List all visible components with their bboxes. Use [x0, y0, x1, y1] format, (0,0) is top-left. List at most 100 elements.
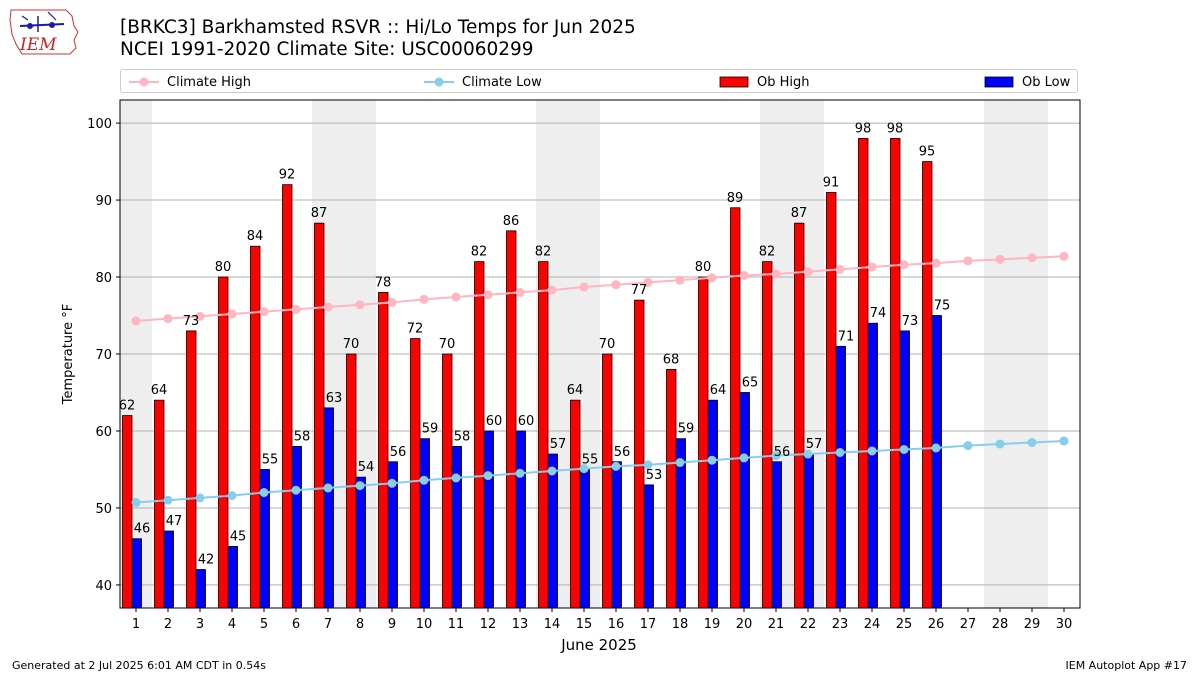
ob-high-label: 70 [439, 337, 456, 352]
ob-high-label: 87 [791, 206, 808, 221]
ob-low-bar [803, 453, 814, 609]
climate-high-point [131, 316, 141, 326]
ob-high-label: 84 [247, 229, 264, 244]
ob-high-bar [250, 245, 261, 609]
ob-low-bar [739, 392, 750, 609]
ob-high-bar [858, 138, 869, 609]
ob-low-label: 46 [134, 522, 151, 537]
ob-high-bar [538, 261, 549, 609]
climate-high-point [483, 290, 493, 300]
climate-high-point [867, 262, 877, 272]
climate-high-point [451, 292, 461, 302]
ob-high-bar [154, 399, 165, 609]
climate-high-point [803, 267, 813, 277]
ob-low-label: 54 [358, 460, 375, 475]
x-tick-label: 3 [196, 617, 204, 632]
ob-low-bar [835, 345, 846, 609]
y-tick-label: 40 [95, 579, 112, 594]
ob-high-bar [314, 222, 325, 609]
ob-low-label: 64 [710, 383, 727, 398]
ob-high-label: 73 [183, 314, 200, 329]
x-tick-label: 18 [672, 617, 689, 632]
x-tick-label: 19 [704, 617, 721, 632]
x-tick-label: 28 [992, 617, 1009, 632]
x-tick-label: 8 [356, 617, 364, 632]
ob-high-label: 91 [823, 175, 840, 190]
ob-low-bar [931, 315, 942, 609]
ob-low-label: 57 [550, 437, 567, 452]
climate-low-point [1059, 436, 1069, 446]
ob-low-label: 47 [166, 514, 183, 529]
ob-low-label: 73 [902, 314, 919, 329]
ob-low-bar [771, 461, 782, 609]
x-tick-label: 27 [960, 617, 977, 632]
climate-low-point [867, 446, 877, 456]
climate-high-point [547, 285, 557, 295]
ob-high-label: 82 [471, 245, 488, 260]
ob-low-bar [163, 530, 174, 609]
ob-low-label: 59 [422, 422, 439, 437]
ob-low-bar [611, 461, 622, 609]
ob-high-bar [762, 261, 773, 609]
climate-low-point [387, 478, 397, 488]
plot-frame [119, 99, 1081, 609]
climate-low-point [1027, 438, 1037, 448]
ob-high-bar [346, 353, 357, 609]
ob-low-bar [355, 476, 366, 609]
x-tick-label: 10 [416, 617, 433, 632]
ob-high-bar [442, 353, 453, 609]
climate-low-point [483, 471, 493, 481]
ob-low-swatch-icon [984, 76, 1014, 88]
ob-low-bar [227, 546, 238, 609]
climate-low-point [323, 483, 333, 493]
ob-high-label: 80 [695, 260, 712, 275]
x-tick-label: 29 [1024, 617, 1041, 632]
climate-high-point [419, 294, 429, 304]
climate-high-point [739, 270, 749, 280]
legend-climate-high-label: Climate High [167, 74, 252, 90]
climate-high-point [195, 311, 205, 321]
ob-high-label: 86 [503, 214, 520, 229]
ob-high-label: 82 [535, 245, 552, 260]
climate-high-point [515, 287, 525, 297]
climate-low-point [963, 441, 973, 451]
y-axis-label: Temperature °F [61, 304, 76, 405]
x-tick-label: 26 [928, 617, 945, 632]
climate-low-point [515, 468, 525, 478]
ob-low-label: 55 [582, 452, 599, 467]
ob-high-bar [282, 184, 293, 609]
ob-low-label: 60 [518, 414, 535, 429]
x-tick-label: 9 [388, 617, 396, 632]
ob-high-label: 70 [343, 337, 360, 352]
climate-low-point [131, 498, 141, 508]
climate-high-line [135, 255, 1065, 322]
climate-low-point [195, 493, 205, 503]
climate-low-point [355, 481, 365, 491]
climate-high-point [163, 314, 173, 324]
climate-low-point [547, 466, 557, 476]
x-tick-label: 7 [324, 617, 332, 632]
ob-low-label: 45 [230, 529, 247, 544]
climate-low-point [163, 495, 173, 505]
ob-low-bar [291, 445, 302, 609]
x-tick-label: 20 [736, 617, 753, 632]
ob-low-bar [131, 538, 142, 609]
climate-high-point [643, 277, 653, 287]
x-tick-label: 30 [1056, 617, 1073, 632]
ob-low-label: 71 [838, 329, 855, 344]
climate-high-point [707, 273, 717, 283]
ob-low-bar [483, 430, 494, 609]
ob-low-bar [323, 407, 334, 609]
ob-low-label: 56 [774, 445, 791, 460]
ob-high-bar [826, 191, 837, 609]
x-tick-label: 16 [608, 617, 625, 632]
y-tick-label: 70 [95, 348, 112, 363]
ob-high-bar [410, 338, 421, 609]
climate-high-line-icon [129, 77, 159, 87]
ob-high-label: 64 [151, 383, 168, 398]
ob-low-bar [867, 322, 878, 609]
climate-low-point [227, 491, 237, 501]
ob-low-label: 75 [934, 299, 951, 314]
app-footer: IEM Autoplot App #17 [1065, 659, 1188, 672]
ob-high-label: 98 [855, 121, 872, 136]
